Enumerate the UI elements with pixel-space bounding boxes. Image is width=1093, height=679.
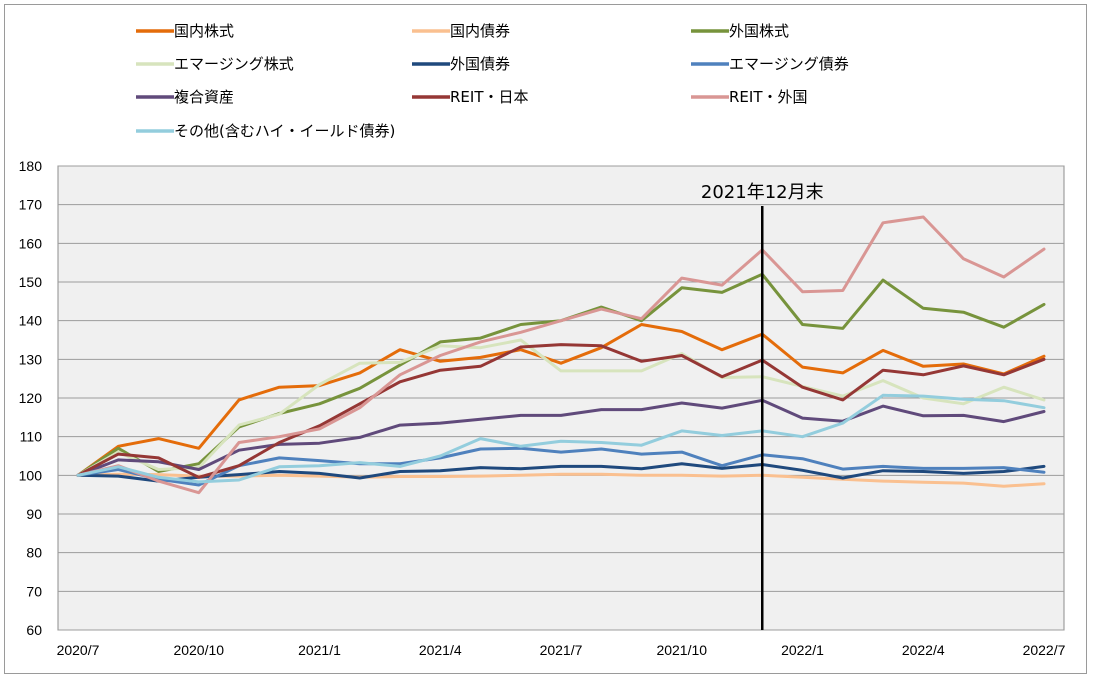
legend-label: 外国株式 <box>729 22 789 40</box>
y-tick-label: 130 <box>19 351 43 367</box>
x-tick-label: 2022/7 <box>1023 642 1066 658</box>
x-tick-label: 2020/7 <box>57 642 100 658</box>
y-tick-label: 90 <box>26 506 42 522</box>
x-tick-label: 2022/1 <box>781 642 824 658</box>
x-tick-label: 2021/1 <box>298 642 341 658</box>
series-line <box>76 393 1046 484</box>
legend-label: エマージング株式 <box>174 55 294 73</box>
y-tick-label: 70 <box>26 583 42 599</box>
legend-label: 国内債券 <box>450 22 510 40</box>
series-line <box>76 338 1046 477</box>
legend-label: 複合資産 <box>174 88 234 106</box>
y-tick-label: 180 <box>19 158 43 174</box>
legend-label: REIT・外国 <box>729 88 808 106</box>
y-axis-ticks: 60 70 80 90 100 110 120 130 140 150 160 170 180 <box>19 158 43 638</box>
legend-label: 外国債券 <box>450 55 510 73</box>
y-tick-label: 120 <box>19 390 43 406</box>
series-lines <box>76 215 1046 495</box>
series-line <box>76 398 1046 477</box>
legend-label: REIT・日本 <box>450 88 529 106</box>
y-tick-label: 160 <box>19 235 43 251</box>
legend-label: その他(含むハイ・イールド債券) <box>174 122 395 140</box>
x-tick-label: 2021/10 <box>656 642 707 658</box>
x-tick-label: 2021/4 <box>419 642 462 658</box>
series-line <box>76 323 1046 477</box>
x-axis-ticks: 2020/7 2020/10 2021/1 2021/4 2021/7 2021/10 20… <box>57 642 1066 658</box>
x-tick-label: 2021/7 <box>540 642 583 658</box>
y-tick-label: 170 <box>19 197 43 213</box>
x-tick-label: 2020/10 <box>173 642 224 658</box>
series-line <box>76 462 1046 483</box>
y-tick-label: 140 <box>19 313 43 329</box>
y-tick-label: 150 <box>19 274 43 290</box>
x-tick-label: 2022/4 <box>902 642 945 658</box>
legend-label: 国内株式 <box>174 22 234 40</box>
y-tick-label: 60 <box>26 622 42 638</box>
y-tick-label: 110 <box>20 429 43 445</box>
annotation-label: 2021年12月末 <box>701 182 824 203</box>
series-line <box>76 343 1046 479</box>
annotation: 2021年12月末 <box>701 182 824 630</box>
legend-label: エマージング債券 <box>729 55 849 73</box>
series-line <box>76 215 1046 495</box>
y-tick-label: 100 <box>19 467 43 483</box>
y-tick-label: 80 <box>26 545 42 561</box>
